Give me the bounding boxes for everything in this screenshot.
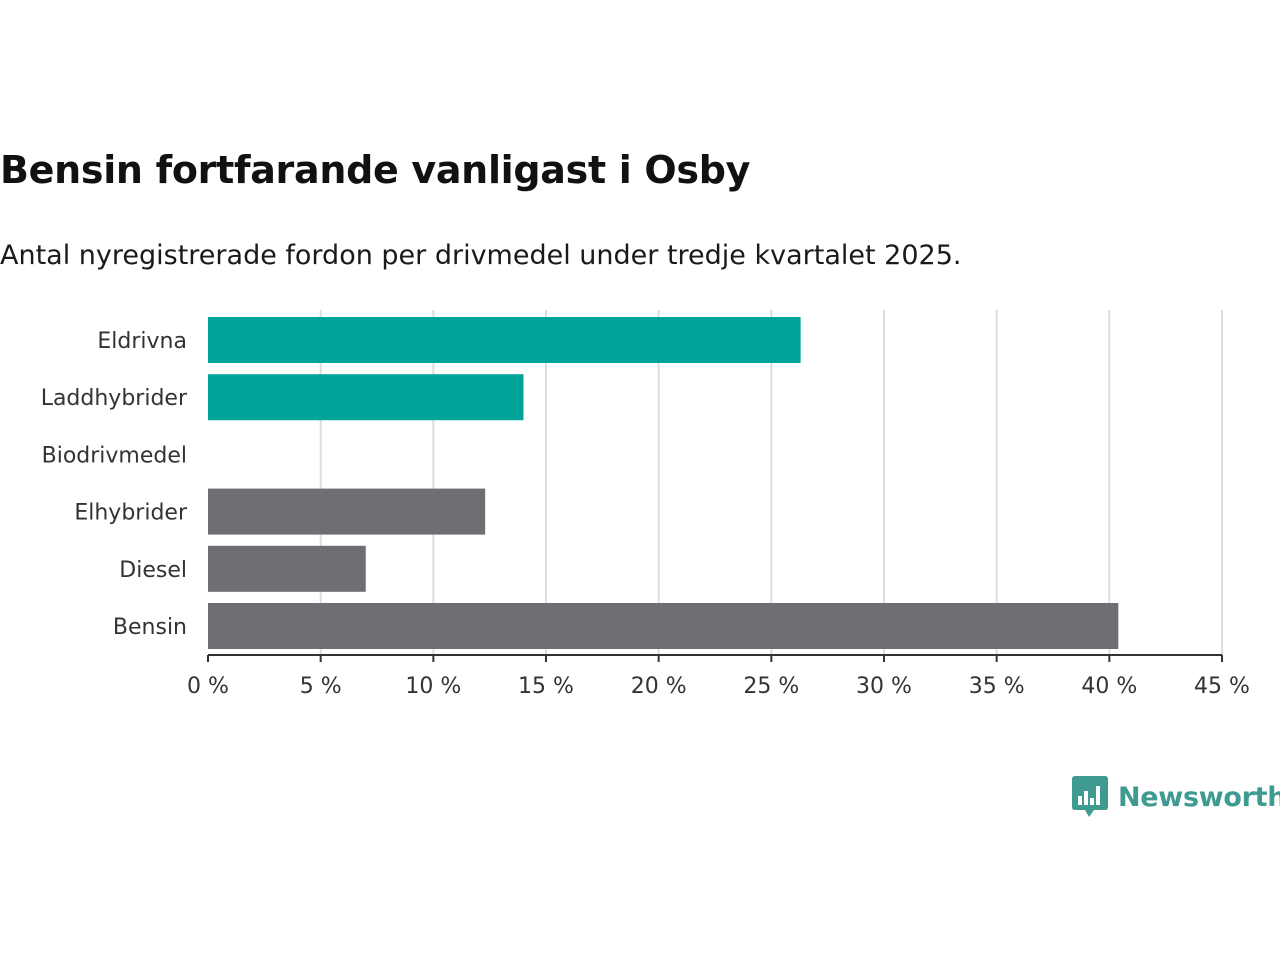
x-tick-label: 20 % <box>631 674 687 699</box>
x-tick-label: 10 % <box>405 674 461 699</box>
category-label: Bensin <box>113 615 187 640</box>
x-tick-label: 5 % <box>300 674 342 699</box>
chart-subtitle: Antal nyregistrerade fordon per drivmede… <box>0 240 962 271</box>
x-tick-label: 0 % <box>187 674 229 699</box>
newsworthy-logo[interactable]: Newsworthy <box>1072 776 1280 818</box>
brand-name: Newsworthy <box>1118 781 1280 813</box>
chart-title: Bensin fortfarande vanligast i Osby <box>0 148 751 192</box>
category-label: Diesel <box>119 558 187 583</box>
bar-chart-speech-bubble-icon <box>1072 776 1108 817</box>
x-tick-label: 45 % <box>1194 674 1250 699</box>
category-label: Biodrivmedel <box>42 443 187 468</box>
x-tick-label: 25 % <box>743 674 799 699</box>
x-tick-label: 30 % <box>856 674 912 699</box>
bar <box>208 374 524 421</box>
category-label: Eldrivna <box>97 329 187 354</box>
x-tick-label: 35 % <box>969 674 1025 699</box>
bar-chart: Eldrivna Laddhybrider Biodrivmedel Elhybrid… <box>41 310 1250 699</box>
x-tick-label: 40 % <box>1081 674 1137 699</box>
bar <box>208 545 366 592</box>
x-tick-label: 15 % <box>518 674 574 699</box>
category-label: Elhybrider <box>74 501 188 526</box>
bar <box>208 488 486 535</box>
bar <box>208 317 801 363</box>
category-label: Laddhybrider <box>41 386 188 411</box>
bar <box>208 603 1119 649</box>
